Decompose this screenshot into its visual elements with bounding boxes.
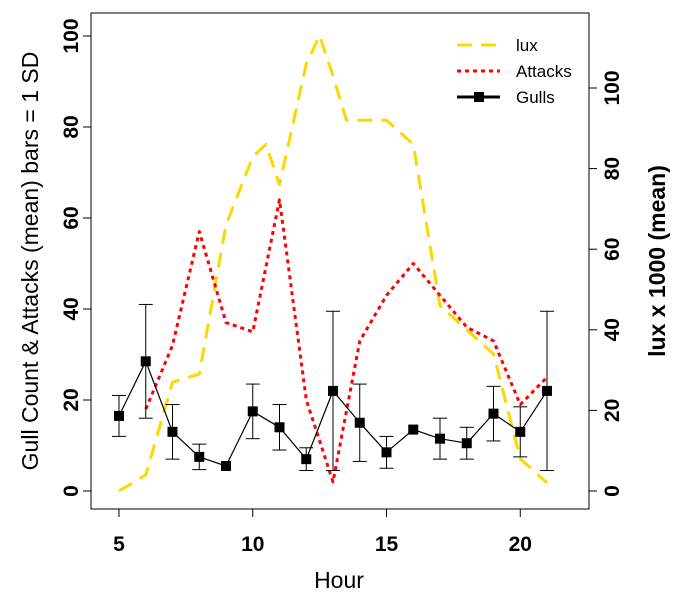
y-left-tick-label: 40 [60,297,83,320]
legend-gulls-label: Gulls [516,88,555,107]
legend-attacks-label: Attacks [516,62,572,81]
x-tick-label: 20 [509,533,532,556]
x-tick-label: 5 [113,533,125,556]
y-right-tick-label: 100 [601,70,624,105]
gull-point [488,408,499,419]
gull-point [114,410,124,421]
x-axis-title: Hour [314,567,364,593]
gull-point [247,406,258,417]
y-left-tick-label: 20 [60,388,83,411]
legend-lux-label: lux [516,36,538,55]
y-left-tick-label: 60 [60,206,83,229]
gull-point [354,417,365,428]
plot-box [90,12,590,510]
series-group [112,34,554,493]
gull-point [408,424,419,435]
y-right-tick-label: 60 [601,238,624,261]
y-right-axis-title: lux x 1000 (mean) [644,165,670,357]
y-left-tick-label: 100 [60,18,83,53]
gull-point [221,460,231,471]
gull-point [542,385,552,396]
gull-point [435,433,445,444]
gull-point [515,426,526,437]
gull-point [301,454,312,465]
gull-point [140,356,151,367]
y-right-tick-label: 80 [601,157,624,180]
gull-point [328,385,338,396]
legend: lux Attacks Gulls [457,36,572,107]
y-left-tick-label: 80 [60,115,83,138]
gull-point [274,422,285,433]
y-right-tick-label: 20 [601,399,624,422]
gull-point [381,447,392,458]
x-tick-label: 15 [375,533,399,556]
y-right-tick-label: 0 [601,485,624,497]
series-line-lux [118,34,549,493]
gull-point [167,426,178,437]
series-line-attacks [144,198,549,484]
y-left-tick-label: 0 [60,485,83,497]
legend-gulls-marker [474,92,484,102]
y-right-tick-label: 40 [601,318,624,341]
y-left-axis-title: Gull Count & Attacks (mean) bars = 1 SD [17,52,43,471]
axes-group: 5 10 15 20 0 20 40 60 80 100 0 20 40 60 80 100 [60,18,624,556]
gull-point [194,451,205,462]
x-tick-label: 10 [241,533,264,556]
gull-point [461,438,472,449]
